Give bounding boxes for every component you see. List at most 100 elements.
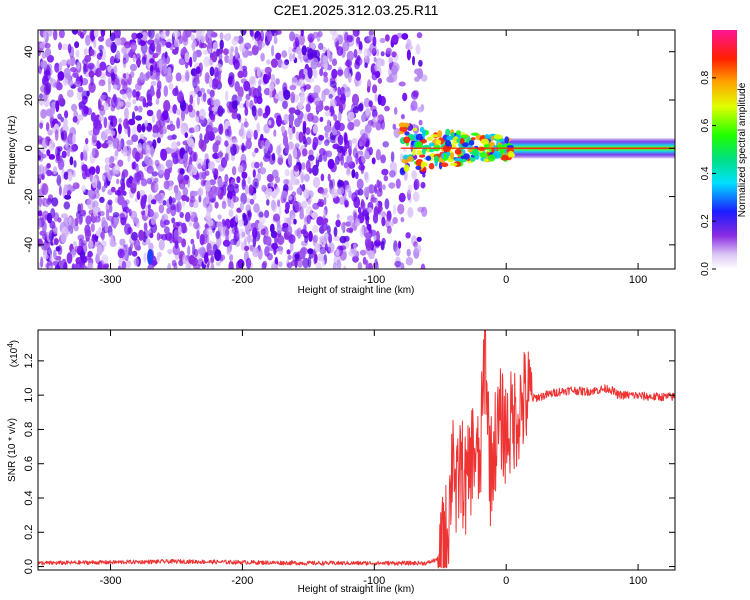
spectrogram-noise-cell [109, 55, 116, 66]
spectrogram-noise-cell [228, 209, 234, 218]
spectrogram-artifact [147, 248, 154, 265]
spectrogram-signal-cell [450, 162, 458, 167]
spectrogram-noise-cell [161, 110, 169, 121]
spectrogram-noise-cell [194, 78, 200, 85]
spectrogram-signal-cell [454, 148, 462, 155]
spectrogram-noise-cell [355, 71, 362, 81]
spectrogram-noise-cell [332, 262, 337, 269]
spectrogram-noise-cell [289, 185, 294, 191]
spectrogram-signal-cell [412, 148, 416, 156]
spectrogram-noise-cell [307, 256, 312, 268]
spectrogram-noise-cell [161, 56, 166, 65]
spectrogram-noise-cell [289, 85, 297, 91]
spectrogram-noise-cell [361, 113, 366, 123]
spectrogram-noise-cell [195, 116, 200, 123]
spectrogram-noise-cell [358, 103, 364, 112]
spectrogram-noise-cell [122, 58, 127, 69]
spectrogram-noise-cell [292, 200, 297, 206]
spectrogram-signal-cell [472, 149, 479, 157]
spectrogram-noise-cell [243, 245, 250, 252]
spectrogram-noise-cell [207, 219, 214, 227]
snr-panel: -300 -200 -100 0 100 0.0 0.2 0.4 0.6 0.8 1.0 1.2 H… [6, 329, 676, 595]
spectrogram-noise-cell [100, 30, 106, 38]
spectrogram-y-axis: -40 -20 0 20 40 [23, 46, 675, 253]
spectrogram-noise-cell [121, 78, 125, 86]
spectrogram-noise-cell [351, 138, 358, 144]
spectrogram-noise-cell [266, 199, 270, 206]
spectrogram-signal-cell [488, 154, 496, 162]
spectrogram-noise-cell [43, 30, 47, 40]
spectrogram-noise-cell [388, 182, 396, 189]
spectrogram-noise-cell [373, 243, 380, 249]
colorbar-tick-label: 0.2 [700, 214, 711, 228]
spectrogram-noise-cell [227, 184, 235, 194]
spectrogram-noise-cell [244, 236, 248, 243]
spectrogram-signal-cell [435, 139, 442, 145]
spectrogram-noise-cell [115, 77, 119, 85]
spectrogram-noise-cell [187, 245, 191, 257]
spectrogram-signal-cell [427, 136, 433, 141]
spectrogram-noise-cell [374, 93, 378, 102]
spectrogram-noise-cell [146, 177, 152, 185]
spectrogram-noise-cell [46, 197, 52, 205]
y-tick-label: 1.0 [23, 387, 35, 402]
spectrogram-noise-cell [74, 217, 79, 227]
spectrogram-signal-cell [507, 150, 514, 158]
spectrogram-noise-cell [245, 99, 250, 109]
spectrogram-noise-cell [193, 151, 198, 162]
spectrogram-noise-cell [367, 207, 373, 213]
spectrogram-noise-cell [202, 199, 208, 209]
spectrogram-noise-cell [327, 225, 331, 235]
spectrogram-noise-cell [131, 134, 139, 142]
spectrogram-noise-cell [307, 198, 312, 205]
spectrogram-noise-cell [217, 70, 222, 82]
spectrogram-noise-cell [354, 80, 359, 87]
spectrogram-noise-cell [277, 235, 285, 245]
spectrogram-noise-cell [298, 116, 303, 124]
spectrogram-noise-cell [100, 94, 107, 100]
spectrogram-noise-cell [166, 124, 171, 130]
spectrogram-noise-cell [131, 32, 138, 40]
spectrogram-noise-cell [210, 263, 215, 269]
spectrogram-noise-cell [209, 179, 216, 186]
spectrogram-noise-cell [61, 59, 67, 66]
spectrogram-noise-cell [208, 76, 213, 89]
spectrogram-noise-cell [98, 36, 105, 42]
spectrogram-noise-cell [159, 31, 167, 39]
spectrogram-signal-cell [450, 132, 455, 138]
spectrogram-noise-cell [123, 118, 129, 129]
spectrogram-noise-cell [354, 60, 360, 70]
spectrogram-noise-cell [370, 194, 375, 200]
spectrogram-noise-cell [231, 100, 238, 110]
spectrogram-noise-cell [90, 223, 95, 233]
colorbar-label: Normalized spectral amplitude [737, 82, 748, 217]
spectrogram-noise-cell [192, 190, 198, 197]
spectrogram-noise-cell [127, 126, 131, 138]
spectrogram-noise-cell [391, 34, 399, 44]
spectrogram-noise-cell [333, 235, 340, 241]
spectrogram-noise-cell [83, 105, 89, 115]
spectrogram-noise-cell [209, 89, 215, 98]
spectrogram-noise-cell [97, 261, 103, 269]
spectrogram-noise-cell [392, 217, 398, 224]
spectrogram-noise-cell [154, 159, 160, 167]
spectrogram-x-label: Height of straight line (km) [298, 285, 415, 296]
spectrogram-noise-cell [52, 166, 58, 175]
spectrogram-noise-cell [358, 164, 366, 171]
spectrogram-noise-cell [266, 59, 271, 65]
spectrogram-noise-cell [322, 217, 329, 224]
spectrogram-noise-cell [333, 114, 338, 122]
spectrogram-noise-cell [322, 193, 329, 199]
spectrogram-noise-cell [182, 226, 188, 233]
spectrogram-noise-cell [90, 112, 96, 122]
spectrogram-noise-cell [132, 54, 136, 63]
spectrogram-noise-cell [63, 171, 69, 180]
spectrogram-noise-cell [44, 42, 51, 49]
spectrogram-noise-cell [394, 260, 402, 268]
spectrogram-noise-cell [414, 244, 422, 253]
spectrogram-signal-cell [468, 140, 475, 146]
spectrogram-noise-cell [393, 127, 401, 138]
spectrogram-signal-cell [498, 135, 503, 139]
spectrogram-noise-cell [411, 91, 419, 100]
spectrogram-noise-cell [168, 196, 173, 205]
